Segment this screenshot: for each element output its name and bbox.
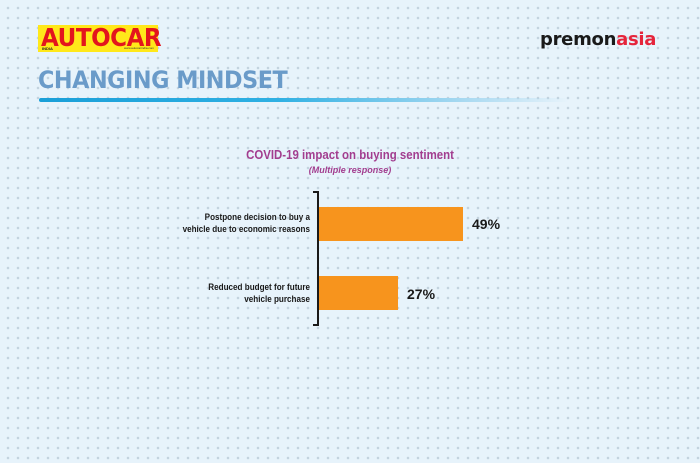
bar-reduced-budget xyxy=(319,276,398,310)
bar-postpone xyxy=(319,207,463,241)
bar-label-line2: vehicle due to economic reasons xyxy=(182,224,310,234)
chart-axis-tick-top xyxy=(313,191,318,193)
premonasia-logo-part2: asia xyxy=(616,29,657,50)
premonasia-logo-part1: premon xyxy=(540,29,617,50)
chart-subtitle: (Multiple response) xyxy=(308,165,392,175)
chart-axis-tick-bottom xyxy=(313,324,318,326)
page-title: CHANGING MINDSET xyxy=(38,66,288,94)
autocar-logo: AUTOCAR INDIA www.autocarindia.com xyxy=(38,23,162,52)
bar-label: Reduced budget for future vehicle purcha… xyxy=(166,281,310,305)
autocar-india-label: INDIA xyxy=(42,46,53,51)
bar-label-line2: vehicle purchase xyxy=(244,294,310,304)
bar-value-label: 49% xyxy=(472,216,501,232)
bar-label: Postpone decision to buy a vehicle due t… xyxy=(166,211,310,235)
bar-label-line1: Postpone decision to buy a xyxy=(204,212,310,222)
bar-value-label: 27% xyxy=(407,286,436,302)
title-underline-divider xyxy=(39,98,569,102)
autocar-wordmark: AUTOCAR xyxy=(41,23,162,52)
bar-label-line1: Reduced budget for future xyxy=(208,282,310,292)
premonasia-logo: premonasia xyxy=(540,29,656,51)
chart-axis-line xyxy=(317,191,319,326)
autocar-url: www.autocarindia.com xyxy=(123,46,154,50)
chart-title: COVID-19 impact on buying sentiment xyxy=(246,147,454,162)
